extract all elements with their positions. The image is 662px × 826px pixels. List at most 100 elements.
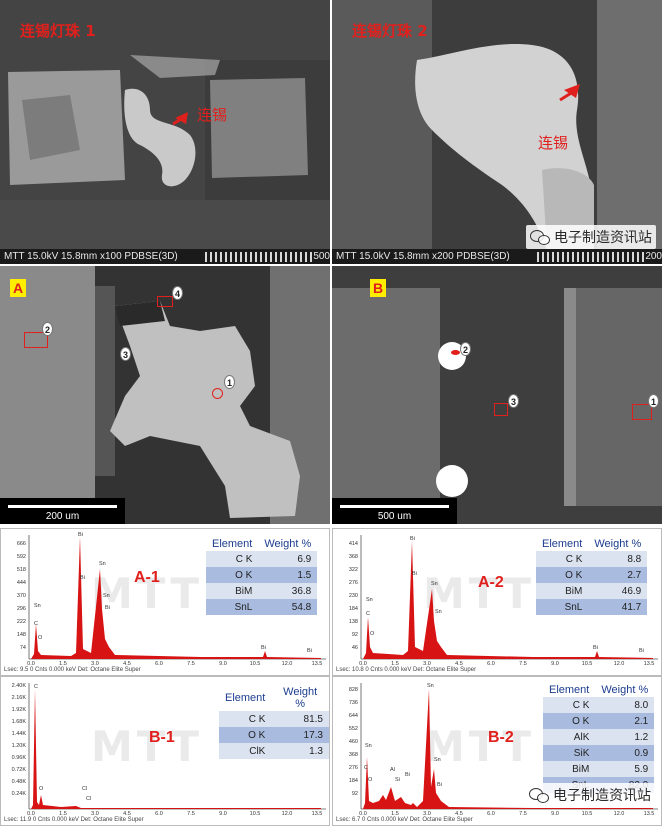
b2-xtick: 4.5 [455, 811, 463, 817]
b1-ytick: 1.20K [12, 743, 27, 749]
spectrum-b1-plot: 2.40K 2.16K 1.92K 1.68K 1.44K 1.20K 0.96… [12, 683, 326, 817]
table-row: O K 2.1 [543, 713, 655, 729]
point-b-1: 1 [648, 394, 659, 408]
b1-ytick: 0.72K [12, 767, 27, 773]
spectrum-a2-label: A-2 [478, 574, 504, 591]
b1-table-header-weight: Weight % [271, 685, 329, 711]
table-row: SnL 54.8 [206, 599, 318, 615]
a1-ytick: 222 [17, 619, 26, 625]
a2-table: Element Weight % C K 8.8 O K 2.7 BiM 46.9 Sn… [536, 537, 648, 615]
b2-xtick: 1.5 [391, 811, 399, 817]
a1-table-header-weight: Weight % [258, 537, 318, 551]
scalebar-b-text: 500 um [377, 511, 412, 522]
a2-ytick: 414 [349, 541, 358, 547]
point-b-2: 2 [460, 342, 471, 356]
a2-ytick: 230 [349, 593, 358, 599]
roi-b-1 [632, 404, 652, 420]
scale-ticks [205, 252, 312, 262]
a2-table-header-element: Element [536, 537, 589, 551]
table-row: O K 1.5 [206, 567, 318, 583]
point-b-3: 3 [508, 394, 519, 408]
a1-ytick: 592 [17, 554, 26, 560]
mtt-watermark: MTT [423, 722, 536, 771]
a2-xtick: 10.5 [582, 661, 593, 667]
b2-xtick: 10.5 [582, 811, 593, 817]
table-row: BiM 46.9 [536, 583, 648, 599]
a2-ytick: 92 [352, 632, 358, 638]
table-row: AlK 1.2 [543, 729, 655, 745]
b2-ytick: 92 [352, 791, 358, 797]
b1-table: Element Weight % C K 81.5 O K 17.3 ClK 1.3 [219, 685, 329, 759]
panel-2-arrow-label: 连锡 [538, 134, 569, 152]
peak-label: Bi [78, 532, 83, 538]
b2-xtick: 12.0 [614, 811, 625, 817]
table-row: BiM 5.9 [543, 761, 655, 777]
sem-image-1 [0, 0, 330, 264]
a2-xtick: 4.5 [455, 661, 463, 667]
b2-xtick: 6.0 [487, 811, 495, 817]
spectrum-b1: MTT 2.40K 2.16K 1.92K 1.68K 1.44K 1.20K … [0, 676, 330, 826]
a1-xtick: 3.0 [91, 661, 99, 667]
a1-footer: Lsec: 9.5 0 Cnts 0.000 keV Det: Octane E… [4, 667, 141, 673]
wechat-icon [530, 229, 550, 245]
peak-label: Sn [427, 683, 434, 689]
table-row: SnL 41.7 [536, 599, 648, 615]
a1-ytick: 444 [17, 580, 26, 586]
b1-ytick: 0.96K [12, 755, 27, 761]
spectrum-b2-plot: 828 736 644 552 460 368 276 184 92 0.0 1… [349, 683, 658, 817]
peak-label: O [38, 635, 43, 641]
wechat-icon [529, 787, 549, 803]
a2-xtick: 1.5 [391, 661, 399, 667]
roi-a-2 [24, 332, 48, 348]
table-row: C K 8.0 [543, 697, 655, 713]
a2-ytick: 46 [352, 645, 358, 651]
sem-panel-2: 连锡灯珠 2 连锡 电子制造资讯站 MTT 15.0kV 15.8mm x200… [332, 0, 662, 264]
sem-panel-b: B 2 3 1 500 um [332, 266, 662, 524]
roi-a-4 [157, 296, 173, 307]
b2-ytick: 828 [349, 687, 358, 693]
sem-image-a [0, 266, 330, 524]
peak-label: Sn [434, 757, 441, 763]
a2-ytick: 276 [349, 580, 358, 586]
a2-xtick: 9.0 [551, 661, 559, 667]
peak-label: Bi [261, 645, 266, 651]
table-row: SiK 0.9 [543, 745, 655, 761]
a1-peak-labels: Bi Sn Sn Bi Bi Sn C O Bi Bi [34, 532, 312, 654]
peak-label: Cl [86, 796, 91, 802]
peak-label: Bi [80, 575, 85, 581]
sem-image-b [332, 266, 662, 524]
a1-ytick: 296 [17, 606, 26, 612]
sem-panel-a: A 2 4 3 1 200 um [0, 266, 330, 524]
a1-yticks: 666 592 518 444 370 296 222 148 74 [17, 541, 26, 651]
mtt-watermark: MTT [91, 569, 204, 618]
a1-ytick: 74 [20, 645, 26, 651]
b1-xtick: 6.0 [155, 811, 163, 817]
b1-ytick: 0.24K [12, 791, 27, 797]
mtt-watermark: MTT [91, 722, 204, 771]
scale-ticks [537, 252, 644, 262]
a1-xtick: 7.5 [187, 661, 195, 667]
b2-xtick: 9.0 [551, 811, 559, 817]
peak-label: Sn [103, 593, 110, 599]
peak-label: Sn [435, 609, 442, 615]
a2-xtick: 3.0 [423, 661, 431, 667]
b1-footer: Lsec: 11.9 0 Cnts 0.000 keV Det: Octane … [4, 817, 144, 823]
b1-ytick: 2.40K [12, 683, 27, 689]
panel-1-footer-end: 500 [313, 251, 330, 262]
peak-label: Sn [366, 597, 373, 603]
peak-label: Sn [365, 743, 372, 749]
table-row: ClK 1.3 [219, 743, 329, 759]
b1-xtick: 0.0 [27, 811, 35, 817]
b1-ytick: 1.92K [12, 707, 27, 713]
b2-xtick: 13.5 [644, 811, 655, 817]
point-a-2: 2 [42, 322, 53, 336]
b2-ytick: 184 [349, 778, 358, 784]
peak-label: Bi [307, 648, 312, 654]
a2-ytick: 138 [349, 619, 358, 625]
mtt-watermark: MTT [423, 569, 536, 618]
point-a-4: 4 [172, 286, 183, 300]
panel-1-arrow-label: 连锡 [197, 106, 228, 124]
a1-xtick: 10.5 [250, 661, 261, 667]
peak-label: Bi [405, 772, 410, 778]
b2-table: Element Weight % C K 8.0 O K 2.1 AlK 1.2 SiK… [543, 683, 655, 793]
